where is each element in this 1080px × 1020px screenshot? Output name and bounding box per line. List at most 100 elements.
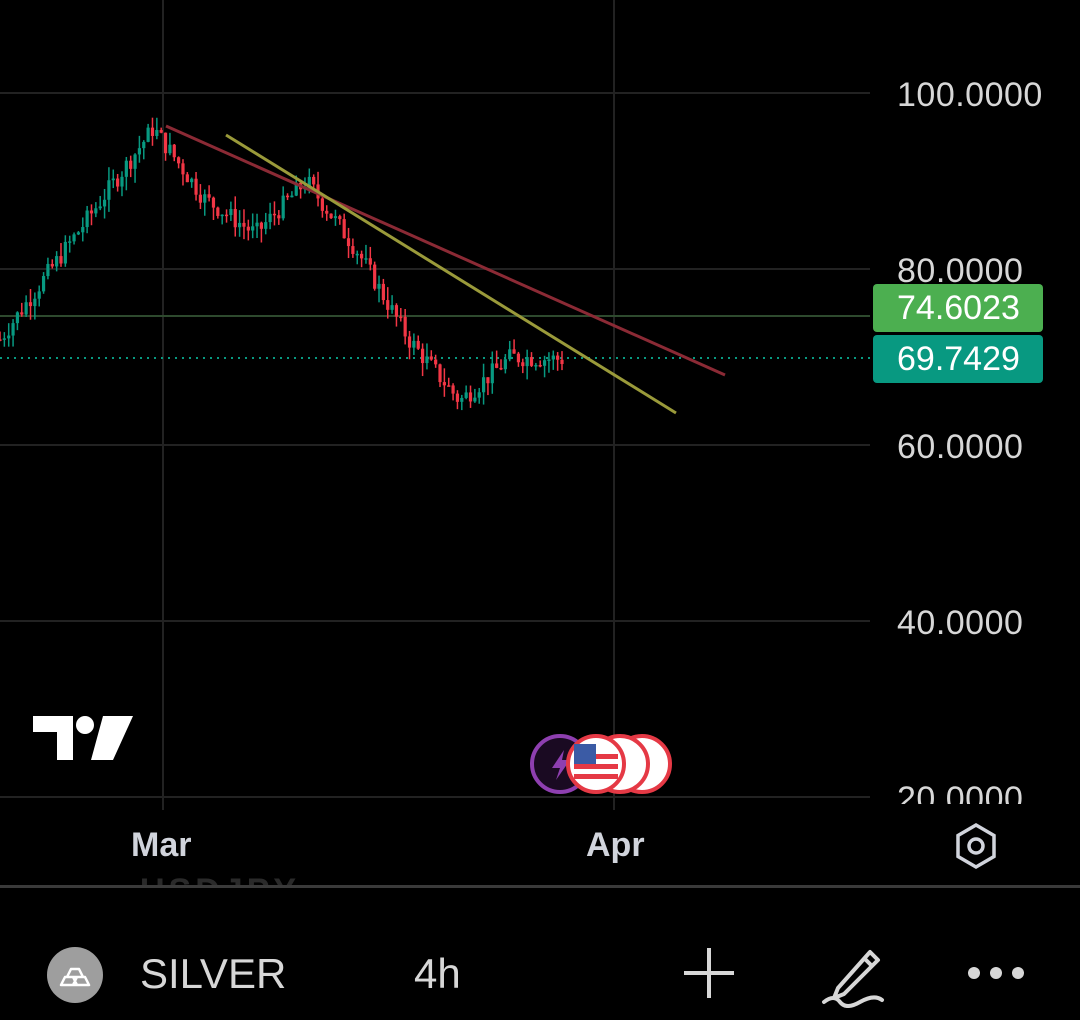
candle-body	[216, 207, 220, 216]
candle-body	[163, 132, 168, 154]
candle-body	[412, 340, 416, 348]
candle-body	[420, 348, 425, 364]
candle-body	[521, 362, 525, 367]
candle-body	[129, 160, 133, 169]
candle-body	[429, 356, 433, 360]
candle-body	[346, 238, 351, 247]
grid-lines	[0, 0, 870, 810]
symbol-avatar[interactable]	[47, 947, 103, 1003]
candle-body	[272, 213, 277, 216]
candle-body	[499, 367, 503, 370]
candle-body	[342, 219, 346, 239]
price-axis-label: 40.0000	[897, 604, 1024, 642]
candle-body	[11, 323, 15, 336]
candle-body	[246, 226, 250, 231]
candle-body	[547, 359, 551, 361]
candle-body	[486, 377, 490, 384]
candle-body	[556, 355, 560, 360]
price-axis-label: 60.0000	[897, 428, 1024, 466]
candle-body	[377, 283, 381, 289]
trendline-2[interactable]	[225, 133, 677, 415]
candle-body	[416, 340, 420, 349]
candle-body	[394, 305, 399, 317]
price-axis-label: 20.0000	[897, 780, 1024, 804]
candle-body	[355, 253, 359, 256]
bottom-toolbar	[0, 888, 1080, 1020]
time-axis-label: Mar	[131, 826, 192, 864]
candle-body	[438, 364, 442, 383]
candle-body	[207, 194, 211, 198]
candle-body	[425, 356, 429, 364]
candle-body	[264, 222, 268, 229]
candles	[0, 117, 564, 411]
candle-body	[338, 216, 342, 220]
candle-body	[41, 276, 46, 292]
candle-body	[538, 365, 542, 367]
candle-body	[455, 393, 460, 402]
candle-body	[159, 130, 163, 133]
candle-body	[294, 182, 298, 196]
candle-body	[15, 312, 20, 324]
candle-body	[534, 365, 538, 367]
candle-body	[490, 363, 494, 384]
candle-body	[451, 385, 455, 394]
candle-body	[512, 349, 516, 354]
candle-body	[172, 144, 176, 158]
candle-body	[481, 377, 486, 393]
pencil-icon[interactable]	[820, 938, 886, 1008]
candle-body	[251, 226, 255, 231]
candle-body	[468, 392, 473, 402]
candle-body	[516, 353, 521, 363]
time-axis-label: Apr	[586, 826, 645, 864]
last-price-tag: 69.7429	[873, 335, 1043, 383]
candle-body	[146, 127, 150, 142]
gear-icon[interactable]	[952, 822, 1000, 870]
candle-body	[233, 209, 237, 228]
candle-body	[255, 222, 259, 227]
candle-body	[277, 215, 281, 219]
candle-body	[137, 148, 142, 155]
divider	[0, 885, 1080, 888]
price-chart[interactable]	[0, 0, 870, 810]
candle-body	[477, 392, 481, 398]
candle-body	[190, 178, 194, 183]
events-markers[interactable]	[530, 732, 680, 796]
horizontal-level-price-tag: 74.6023	[873, 284, 1043, 332]
candle-body	[194, 178, 198, 195]
candle-body	[386, 300, 390, 310]
candle-body	[33, 298, 37, 307]
trendline-1[interactable]	[165, 124, 726, 377]
candle-body	[2, 338, 6, 340]
candle-body	[259, 222, 263, 229]
candle-body	[381, 283, 385, 301]
candle-body	[72, 234, 76, 242]
candle-body	[285, 195, 290, 198]
candle-body	[351, 246, 355, 254]
candle-body	[329, 213, 333, 219]
candle-body	[50, 263, 54, 267]
candle-body	[560, 359, 564, 365]
candle-body	[307, 176, 311, 188]
chart-area[interactable]: 100.0000 80.0000 60.0000 40.0000 20.0000…	[0, 0, 1080, 880]
candle-body	[181, 163, 185, 175]
candle-body	[20, 312, 24, 315]
candle-body	[7, 335, 11, 339]
candle-body	[85, 210, 89, 228]
candle-body	[116, 178, 120, 187]
candle-body	[102, 199, 107, 207]
candle-body	[168, 144, 172, 154]
candle-body	[551, 355, 555, 360]
candle-body	[281, 195, 285, 219]
more-icon[interactable]	[966, 964, 1026, 982]
candle-body	[442, 382, 446, 386]
candle-body	[368, 258, 372, 265]
candle-body	[290, 195, 294, 198]
candle-body	[37, 291, 41, 299]
candle-body	[55, 256, 59, 267]
candle-body	[325, 210, 329, 214]
candle-body	[542, 360, 547, 366]
candle-body	[464, 392, 468, 398]
symbol-name-button[interactable]: SILVER	[140, 950, 287, 997]
interval-button[interactable]: 4h	[414, 950, 461, 997]
plus-icon[interactable]	[682, 946, 736, 1000]
